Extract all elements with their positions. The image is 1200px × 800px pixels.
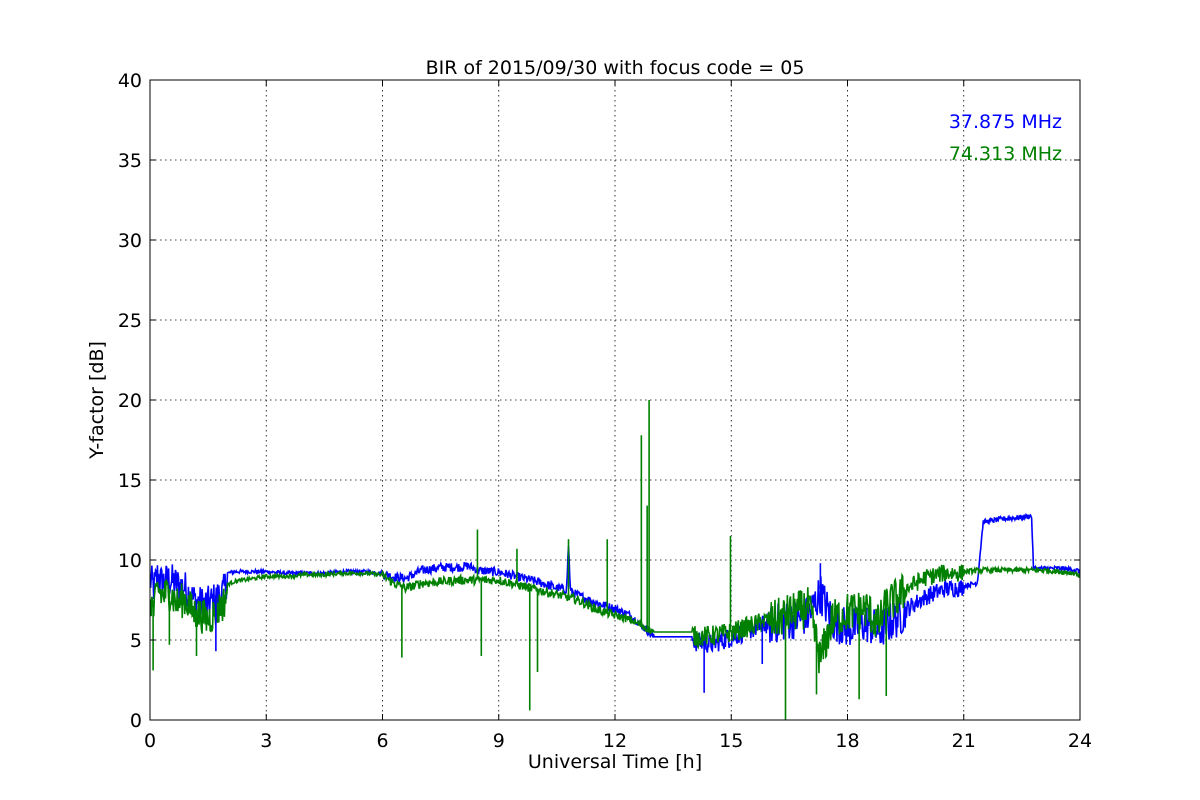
series-line-2 (150, 564, 1080, 674)
axes (149, 79, 1081, 721)
y-tick-label: 35 (118, 150, 142, 172)
tick-labels: 0 3 6 9 12 15 18 21 24 0 5 10 15 20 25 30 35 40 (118, 70, 1092, 752)
y-tick-label: 30 (118, 230, 142, 252)
grid (150, 80, 1080, 720)
x-axis-label: Universal Time [h] (528, 751, 702, 773)
x-tick-label: 3 (260, 730, 272, 752)
x-tick-label: 24 (1068, 730, 1092, 752)
x-tick-label: 0 (144, 730, 156, 752)
y-tick-label: 5 (130, 630, 142, 652)
y-tick-label: 40 (118, 70, 142, 92)
legend-entry-2: 74.313 MHz (949, 143, 1062, 165)
y-tick-label: 15 (118, 470, 142, 492)
y-tick-label: 25 (118, 310, 142, 332)
x-tick-label: 18 (835, 730, 859, 752)
x-tick-label: 15 (719, 730, 743, 752)
series-line-1 (150, 512, 1080, 653)
x-tick-label: 12 (603, 730, 627, 752)
legend: 37.875 MHz 74.313 MHz (949, 111, 1062, 165)
y-tick-label: 20 (118, 390, 142, 412)
legend-entry-1: 37.875 MHz (949, 111, 1062, 133)
y-tick-label: 0 (130, 710, 142, 732)
x-tick-label: 6 (376, 730, 388, 752)
y-tick-label: 10 (118, 550, 142, 572)
y-axis-label: Y-factor [dB] (86, 341, 108, 460)
x-tick-label: 21 (952, 730, 976, 752)
series-layer (150, 400, 1080, 720)
chart-title: BIR of 2015/09/30 with focus code = 05 (426, 57, 805, 79)
x-tick-label: 9 (493, 730, 505, 752)
